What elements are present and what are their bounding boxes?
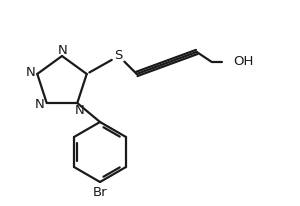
Text: N: N [74, 104, 84, 117]
Text: OH: OH [234, 55, 254, 68]
Text: S: S [115, 49, 123, 62]
Text: Br: Br [93, 185, 107, 199]
Text: N: N [58, 43, 68, 56]
Text: N: N [35, 97, 45, 111]
Text: N: N [26, 67, 35, 80]
